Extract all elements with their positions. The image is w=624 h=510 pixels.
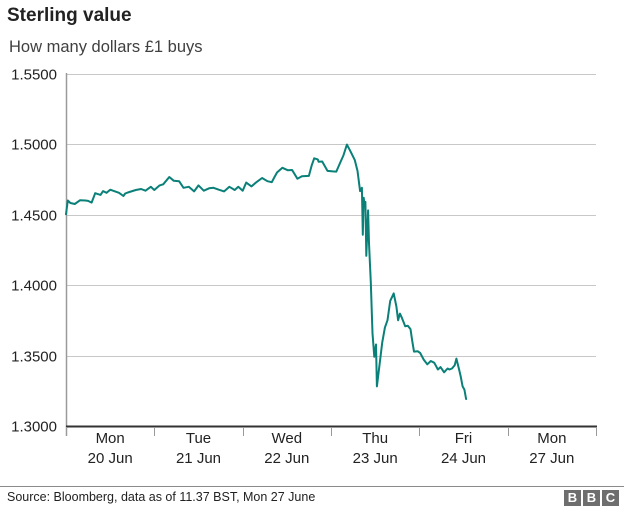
chart-title: Sterling value [7, 5, 132, 26]
x-tick-day: Tue [186, 430, 211, 447]
x-tick-day: Thu [362, 430, 388, 447]
source-note: Source: Bloomberg, data as of 11.37 BST,… [7, 490, 316, 504]
x-tick-date: 22 Jun [264, 450, 309, 467]
x-tick-day: Mon [537, 430, 566, 447]
line-chart: 1.5500 1.5000 1.4500 1.4000 1.3500 1.3000 Mon… [11, 67, 597, 467]
x-tick-day: Mon [96, 430, 125, 447]
y-tick-label: 1.4000 [11, 278, 57, 295]
chart-subtitle: How many dollars £1 buys [9, 38, 203, 56]
x-tick-date: 27 Jun [529, 450, 574, 467]
y-tick-label: 1.5500 [11, 67, 57, 84]
x-tick-date: 21 Jun [176, 450, 221, 467]
x-axis-ticks: Mon 20 Jun Tue 21 Jun Wed 22 Jun Thu 23 Jun Fri 2… [66, 427, 597, 467]
footer-divider [0, 486, 624, 487]
bbc-logo-letter-b1: B [564, 490, 581, 506]
y-tick-label: 1.3000 [11, 419, 57, 436]
y-tick-label: 1.4500 [11, 208, 57, 225]
gridlines [66, 74, 596, 357]
y-tick-label: 1.5000 [11, 137, 57, 154]
x-tick-date: 24 Jun [441, 450, 486, 467]
bbc-logo-letter-b2: B [583, 490, 600, 506]
x-tick-date: 23 Jun [353, 450, 398, 467]
y-tick-label: 1.3500 [11, 349, 57, 366]
x-tick-day: Fri [455, 430, 473, 447]
bbc-logo-letter-c: C [602, 490, 619, 506]
y-axis-labels: 1.5500 1.5000 1.4500 1.4000 1.3500 1.3000 [11, 67, 57, 436]
x-tick-date: 20 Jun [88, 450, 133, 467]
x-tick-day: Wed [272, 430, 303, 447]
bbc-logo: B B C [564, 490, 619, 506]
gbp-usd-line [65, 143, 468, 400]
